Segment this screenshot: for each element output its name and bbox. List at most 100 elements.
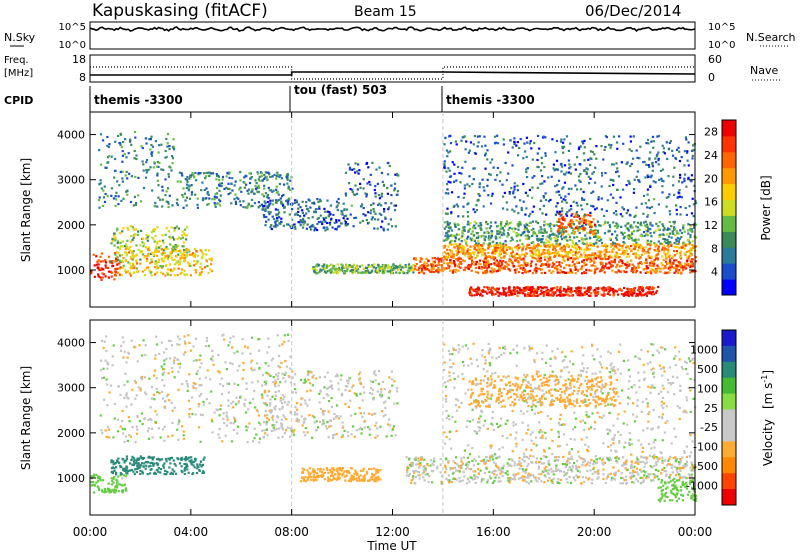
heatmap-cell [592,218,595,221]
heatmap-cell [589,258,592,261]
heatmap-cell [159,468,163,471]
heatmap-cell [447,151,450,154]
heatmap-cell [461,235,464,238]
heatmap-cell [169,270,172,273]
heatmap-cell [278,175,281,178]
heatmap-cell [532,288,535,291]
heatmap-cell [505,294,508,297]
heatmap-cell [639,293,642,296]
heatmap-cell [626,261,629,264]
heatmap-cell [98,269,101,272]
heatmap-cell [648,256,651,259]
heatmap-cell [504,265,507,268]
heatmap-cell [410,265,413,268]
heatmap-cell [122,140,125,144]
heatmap-cell [150,260,153,264]
heatmap-cell [546,235,549,238]
heatmap-cell [611,288,614,291]
heatmap-cell [123,245,127,248]
heatmap-cell [172,246,175,249]
heatmap-cell [515,252,519,255]
heatmap-cell [142,186,146,190]
heatmap-cell [532,291,535,294]
heatmap-cell [587,290,591,293]
heatmap-cell [690,174,693,177]
heatmap-cell [447,180,450,183]
heatmap-cell [611,264,614,267]
heatmap-cell [644,252,647,255]
heatmap-cell [547,265,551,268]
heatmap-cell [657,134,660,138]
heatmap-cell [611,261,614,264]
heatmap-cell [643,249,646,252]
heatmap-cell [437,268,440,271]
heatmap-cell [187,184,190,187]
heatmap-cell [135,244,138,247]
heatmap-cell [628,148,631,151]
heatmap-cell [455,268,458,271]
heatmap-cell [531,272,535,275]
heatmap-cell [583,238,586,241]
heatmap-cell [374,270,377,273]
heatmap-cell [500,293,503,296]
heatmap-cell [486,266,489,269]
heatmap-cell [484,144,487,147]
heatmap-cell [369,173,372,176]
heatmap-cell [129,246,132,249]
heatmap-cell [446,188,449,191]
heatmap-cell [564,255,567,258]
heatmap-cell [98,196,101,199]
heatmap-cell [121,160,124,163]
heatmap-cell [592,233,595,236]
heatmap-cell [635,149,638,152]
heatmap-cell [116,482,119,485]
heatmap-cell [569,172,573,175]
heatmap-cell [661,168,665,171]
heatmap-cell [569,289,572,293]
heatmap-cell [359,271,362,274]
heatmap-cell [264,171,267,174]
heatmap-cell [568,221,571,224]
heatmap-cell [331,226,334,229]
heatmap-cell [228,382,231,385]
heatmap-cell [603,249,606,252]
heatmap-cell [105,166,108,169]
heatmap-cell [631,290,634,294]
heatmap-cell [684,262,687,265]
heatmap-cell [117,134,120,138]
heatmap-cell [295,199,298,202]
heatmap-cell [630,269,633,272]
heatmap-cell [582,242,585,245]
heatmap-cell [160,143,163,146]
heatmap-cell [427,264,430,267]
heatmap-cell [614,230,617,233]
heatmap-cell [102,139,105,142]
heatmap-cell [672,175,675,178]
heatmap-cell [473,247,476,251]
heatmap-cell [691,261,694,264]
heatmap-cell [196,206,199,209]
heatmap-cell [266,205,269,208]
heatmap-cell [578,290,581,293]
heatmap-cell [575,291,578,294]
heatmap-cell [117,252,120,255]
heatmap-cell [529,265,533,268]
freq-right-tick-bottom: 0 [708,71,715,84]
heatmap-cell [413,267,417,271]
heatmap-cell [567,286,570,289]
heatmap-cell [476,244,479,247]
heatmap-cell [380,225,383,229]
heatmap-cell [464,266,467,269]
heatmap-cell [367,211,370,214]
heatmap-cell [206,203,209,206]
heatmap-cell [551,261,555,264]
heatmap-cell [640,262,643,265]
heatmap-cell [153,228,156,231]
heatmap-cell [214,205,217,208]
heatmap-cell [523,253,526,256]
heatmap-cell [134,254,137,257]
heatmap-cell [647,175,650,179]
heatmap-cell [337,225,340,228]
heatmap-cell [127,397,130,400]
heatmap-cell [456,249,460,252]
